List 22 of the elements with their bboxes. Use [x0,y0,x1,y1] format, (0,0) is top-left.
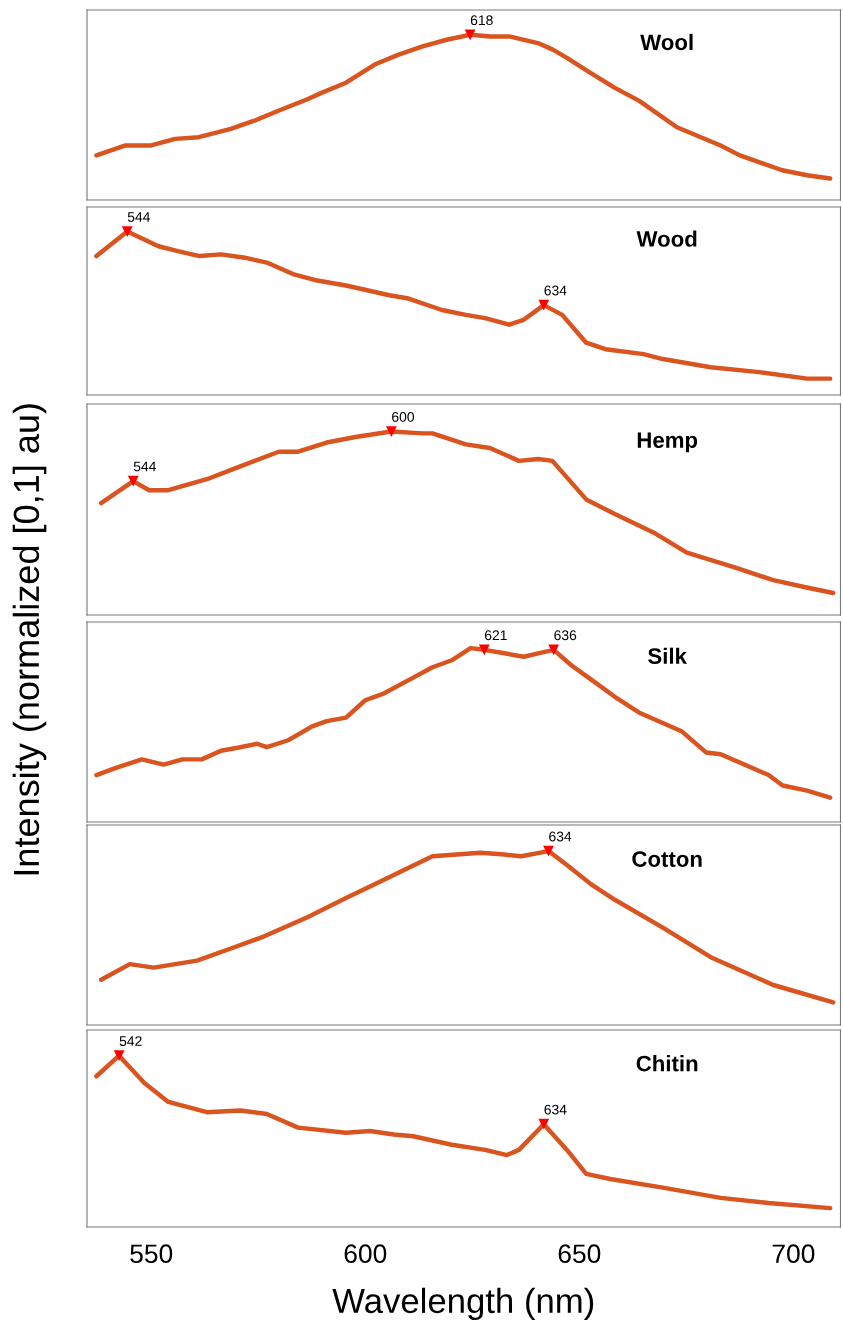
chart-title: Silk [648,647,687,664]
annotation: 634 [544,1104,567,1115]
annotation: 618 [470,15,493,26]
x-tick-label: 550 [130,1244,173,1264]
annotation: 544 [133,461,156,472]
x-tick-label: 700 [772,1244,815,1264]
annotation: 600 [392,412,415,422]
annotation: 634 [549,831,572,842]
annotation: 544 [127,212,151,222]
chart-title: Hemp [637,432,698,453]
x-axis-title: Wavelength (nm) [332,1287,594,1321]
annotation: 636 [554,630,577,641]
x-tick-label: 650 [558,1244,601,1264]
annotation: 542 [119,1036,142,1047]
x-tick-label: 600 [344,1244,387,1264]
annotation: 621 [484,630,507,641]
chart-title: Chitin [636,1055,698,1072]
chart-title: Cotton [632,851,702,867]
y-axis-title: Intensity (normalized [0,1] au) [12,404,47,875]
chart-title: Wood [636,230,697,247]
chart-title: Wool [640,33,693,51]
annotation: 634 [544,285,567,296]
